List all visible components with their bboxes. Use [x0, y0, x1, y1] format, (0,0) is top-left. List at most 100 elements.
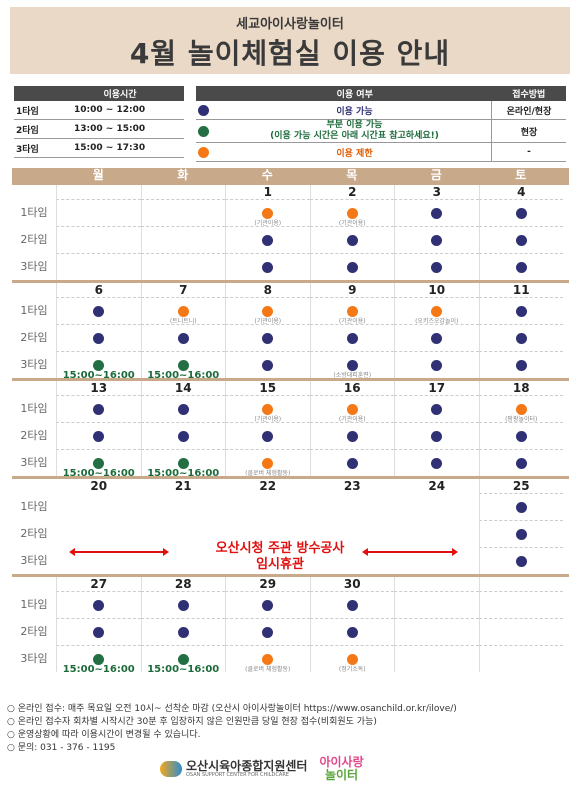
slot-note: (오키즈오감놀이)	[415, 318, 459, 325]
slot-cell: (기관이용)	[309, 395, 394, 423]
closure-notice: 오산시청 주관 방수공사 임시휴관	[190, 541, 370, 573]
header-banner: 세교아이사랑놀이터 4월 놀이체험실 이용 안내	[10, 7, 570, 74]
playground-logo: 아이사랑 놀이터	[319, 756, 363, 782]
date-number: 18	[478, 381, 564, 395]
slot-cell	[478, 422, 563, 449]
navy-dot-icon	[431, 235, 443, 246]
orange-dot-icon	[346, 404, 358, 415]
playground-logo-line2: 놀이터	[324, 768, 359, 782]
date-number	[478, 577, 564, 591]
navy-dot-icon	[262, 333, 274, 344]
navy-dot-icon	[346, 431, 358, 442]
slot-cell	[394, 618, 479, 645]
slot-cell	[394, 591, 479, 618]
navy-dot-icon	[431, 431, 443, 442]
slot-cell	[309, 591, 394, 618]
slot-cell	[394, 351, 479, 378]
date-number: 3	[394, 185, 479, 199]
tier-row: 2타임	[12, 324, 569, 351]
navy-dot-icon	[346, 262, 358, 273]
closure-arrow-right	[362, 548, 458, 556]
slot-cell: (트니트니)	[140, 297, 225, 325]
legend-restricted: 이용 제한	[218, 142, 492, 162]
slot-cell: (정기소독)	[309, 645, 394, 673]
slot-cell	[140, 547, 225, 574]
status-legend-table: 이용 여부 접수방법 이용 가능 온라인/현장 부분 이용 가능 (이용 가능 …	[196, 86, 566, 162]
tier-label: 1타임	[20, 206, 48, 219]
date-number: 2	[309, 185, 395, 199]
slot-cell	[225, 493, 310, 520]
date-number: 8	[225, 283, 310, 297]
slot-cell	[56, 199, 141, 226]
date-number: 7	[140, 283, 226, 297]
slot-cell: (기관이용)	[309, 199, 394, 227]
slot-cell: 15:00~16:00	[140, 351, 225, 381]
slot-note: (트니트니)	[169, 318, 197, 325]
tier-label: 1타임	[20, 304, 48, 317]
tier-row: 1타임	[12, 493, 569, 520]
navy-dot-icon	[431, 262, 443, 273]
notes: ○ 온라인 접수: 매주 목요일 오전 10시~ 선착순 마감 (오산시 아이사…	[7, 703, 457, 755]
slot-cell	[478, 591, 563, 618]
slot-cell: (기관이용)	[309, 297, 394, 325]
legend-available: 이용 가능	[218, 101, 492, 120]
slot-cell	[140, 253, 225, 280]
slot-cell	[56, 520, 141, 547]
tier-label: 3타임	[20, 358, 48, 371]
navy-dot-icon	[262, 600, 274, 611]
slot-note: (기관이용)	[338, 416, 366, 423]
tier-label: 3타임	[20, 456, 48, 469]
slot-cell	[225, 351, 310, 378]
center-logo-en: OSAN SUPPORT CENTER FOR CHILDCARE	[186, 772, 289, 778]
navy-dot-icon	[346, 235, 358, 246]
slot-cell: (팡팡놀이터)	[478, 395, 563, 423]
tier-row: 3타임	[12, 547, 569, 574]
slot-cell	[56, 253, 141, 280]
slot-cell: (기관이용)	[225, 297, 310, 325]
orange-dot-icon	[431, 306, 443, 317]
slot-cell	[56, 618, 141, 645]
slot-cell	[394, 199, 479, 226]
navy-dot-icon	[262, 627, 274, 638]
navy-dot-icon	[515, 360, 527, 371]
available-dot-icon	[198, 104, 209, 116]
tier-label: 2타임	[20, 233, 48, 246]
slot-cell: 15:00~16:00	[140, 449, 225, 479]
green-dot-icon	[177, 458, 189, 469]
slot-cell	[309, 520, 394, 547]
slot-cell	[140, 422, 225, 449]
slot-cell	[478, 226, 563, 253]
slot-cell	[394, 547, 479, 574]
slot-cell	[478, 199, 563, 226]
navy-dot-icon	[93, 306, 105, 317]
navy-dot-icon	[262, 431, 274, 442]
slot-cell	[478, 493, 563, 520]
slot-cell	[140, 395, 225, 422]
time-table: 이용시간 1타임 10:00 ~ 12:00 2타임 13:00 ~ 15:00 3…	[14, 86, 184, 158]
navy-dot-icon	[177, 600, 189, 611]
navy-dot-icon	[177, 431, 189, 442]
slot-cell	[309, 618, 394, 645]
tier-row: 1타임 (기관이용) (기관이용) (팡팡놀이터)	[12, 395, 569, 423]
slot-cell	[309, 547, 394, 574]
date-number: 13	[56, 381, 141, 395]
calendar-header: 월 화 수 목 금 토	[12, 168, 569, 182]
navy-dot-icon	[93, 600, 105, 611]
slot-note: (소방대피훈련)	[333, 372, 372, 379]
tier-row: 1타임	[12, 591, 569, 618]
date-number: 1	[225, 185, 310, 199]
navy-dot-icon	[515, 262, 527, 273]
slot-cell: 15:00~16:00	[140, 645, 225, 675]
slot-cell	[225, 422, 310, 449]
slot-cell	[140, 324, 225, 351]
orange-dot-icon	[177, 306, 189, 317]
tier-row: 3타임	[12, 253, 569, 280]
navy-dot-icon	[262, 235, 274, 246]
slot-cell	[478, 618, 563, 645]
legend-partial: 부분 이용 가능	[326, 120, 383, 130]
date-row: 20 21 22 23 24 25	[12, 479, 569, 493]
slot-cell	[309, 324, 394, 351]
navy-dot-icon	[346, 458, 358, 469]
calendar: 월 화 수 목 금 토 1 2 3 4 1타임 (기관이용) (기관이용) 2타임 3타임 6 7 8…	[12, 168, 569, 675]
date-number: 16	[309, 381, 395, 395]
